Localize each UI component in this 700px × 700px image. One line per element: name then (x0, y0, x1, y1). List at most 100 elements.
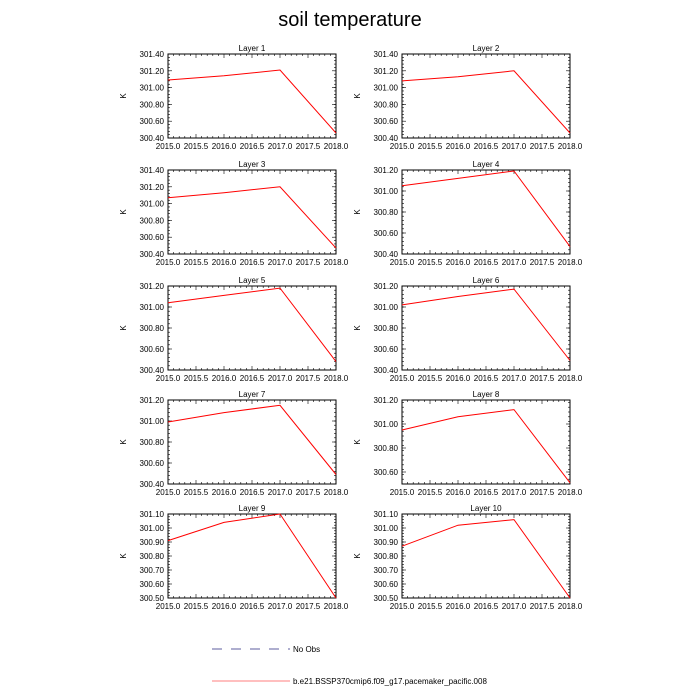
x-tick-label: 2016.0 (212, 142, 237, 151)
y-axis-label: K (353, 325, 362, 331)
y-tick-label: 301.40 (140, 166, 165, 175)
y-tick-label: 301.10 (374, 510, 399, 519)
series-line (167, 513, 337, 599)
x-tick-label: 2018.0 (558, 142, 583, 151)
y-tick-label: 301.20 (374, 67, 399, 76)
series-line (167, 404, 337, 475)
y-tick-label: 300.60 (140, 459, 165, 468)
x-tick-label: 2017.5 (296, 258, 321, 267)
x-tick-label: 2016.0 (446, 488, 471, 497)
x-tick-label: 2015.5 (184, 374, 209, 383)
y-tick-label: 301.00 (374, 187, 399, 196)
y-tick-label: 300.80 (140, 216, 165, 225)
x-tick-label: 2018.0 (324, 374, 349, 383)
y-tick-label: 300.40 (140, 250, 165, 259)
x-tick-label: 2018.0 (558, 258, 583, 267)
x-tick-label: 2015.5 (418, 602, 443, 611)
x-tick-label: 2015.5 (418, 142, 443, 151)
panel-title: Layer 1 (239, 44, 266, 53)
x-tick-label: 2016.5 (474, 258, 499, 267)
legend: No Obs b.e21.BSSP370cmip6.f09_g17.pacemak… (212, 645, 487, 686)
y-tick-label: 300.70 (140, 566, 165, 575)
y-tick-label: 301.00 (374, 420, 399, 429)
x-tick-label: 2016.5 (474, 142, 499, 151)
x-tick-label: 2017.5 (530, 142, 555, 151)
y-axis-label: K (119, 553, 128, 559)
series-line (401, 288, 571, 361)
y-tick-label: 301.20 (140, 183, 165, 192)
x-tick-label: 2016.0 (446, 374, 471, 383)
x-tick-label: 2015.0 (390, 488, 415, 497)
y-tick-label: 301.00 (374, 303, 399, 312)
x-tick-label: 2018.0 (324, 488, 349, 497)
x-tick-label: 2015.0 (390, 374, 415, 383)
x-tick-label: 2016.0 (446, 258, 471, 267)
x-tick-label: 2017.0 (502, 602, 527, 611)
x-tick-label: 2018.0 (324, 142, 349, 151)
x-tick-label: 2015.5 (418, 488, 443, 497)
x-tick-label: 2016.0 (212, 374, 237, 383)
x-tick-label: 2015.0 (390, 258, 415, 267)
x-tick-label: 2016.0 (446, 142, 471, 151)
x-tick-label: 2017.0 (502, 142, 527, 151)
series-line (401, 170, 571, 247)
panel-title: Layer 3 (239, 160, 266, 169)
y-tick-label: 301.40 (374, 50, 399, 59)
x-tick-label: 2016.5 (474, 374, 499, 383)
panel-title: Layer 6 (473, 276, 500, 285)
x-tick-label: 2017.0 (268, 258, 293, 267)
series-line (401, 519, 571, 599)
legend-label: No Obs (293, 645, 320, 654)
y-tick-label: 300.60 (140, 117, 165, 126)
x-tick-label: 2018.0 (558, 602, 583, 611)
y-tick-label: 301.40 (140, 50, 165, 59)
panel-title: Layer 9 (239, 504, 266, 513)
x-tick-label: 2015.0 (390, 602, 415, 611)
y-tick-label: 300.80 (140, 438, 165, 447)
x-tick-label: 2016.0 (212, 488, 237, 497)
y-tick-label: 301.00 (140, 200, 165, 209)
y-tick-label: 300.40 (140, 134, 165, 143)
x-tick-label: 2018.0 (324, 258, 349, 267)
y-tick-label: 300.40 (140, 480, 165, 489)
y-tick-label: 301.20 (374, 166, 399, 175)
y-tick-label: 300.60 (140, 580, 165, 589)
x-tick-label: 2016.5 (474, 602, 499, 611)
y-tick-label: 301.20 (140, 67, 165, 76)
x-tick-label: 2016.5 (240, 602, 265, 611)
y-tick-label: 300.80 (374, 208, 399, 217)
y-tick-label: 300.50 (140, 594, 165, 603)
x-tick-label: 2017.5 (296, 488, 321, 497)
y-tick-label: 301.20 (140, 396, 165, 405)
y-tick-label: 300.60 (140, 345, 165, 354)
x-tick-label: 2017.0 (268, 142, 293, 151)
y-axis-label: K (119, 209, 128, 215)
x-tick-label: 2017.0 (268, 488, 293, 497)
x-tick-label: 2017.5 (530, 258, 555, 267)
legend-label: b.e21.BSSP370cmip6.f09_g17.pacemaker_pac… (293, 677, 487, 686)
y-tick-label: 300.90 (140, 538, 165, 547)
y-tick-label: 301.00 (140, 524, 165, 533)
y-tick-label: 300.40 (140, 366, 165, 375)
y-tick-label: 300.60 (140, 233, 165, 242)
y-axis-label: K (119, 439, 128, 445)
figure-title: soil temperature (278, 9, 421, 31)
y-tick-label: 301.00 (140, 417, 165, 426)
y-axis-label: K (353, 439, 362, 445)
y-tick-label: 300.80 (374, 324, 399, 333)
y-axis-label: K (119, 93, 128, 99)
x-tick-label: 2017.5 (530, 374, 555, 383)
panel-title: Layer 4 (473, 160, 500, 169)
y-tick-label: 300.80 (140, 324, 165, 333)
